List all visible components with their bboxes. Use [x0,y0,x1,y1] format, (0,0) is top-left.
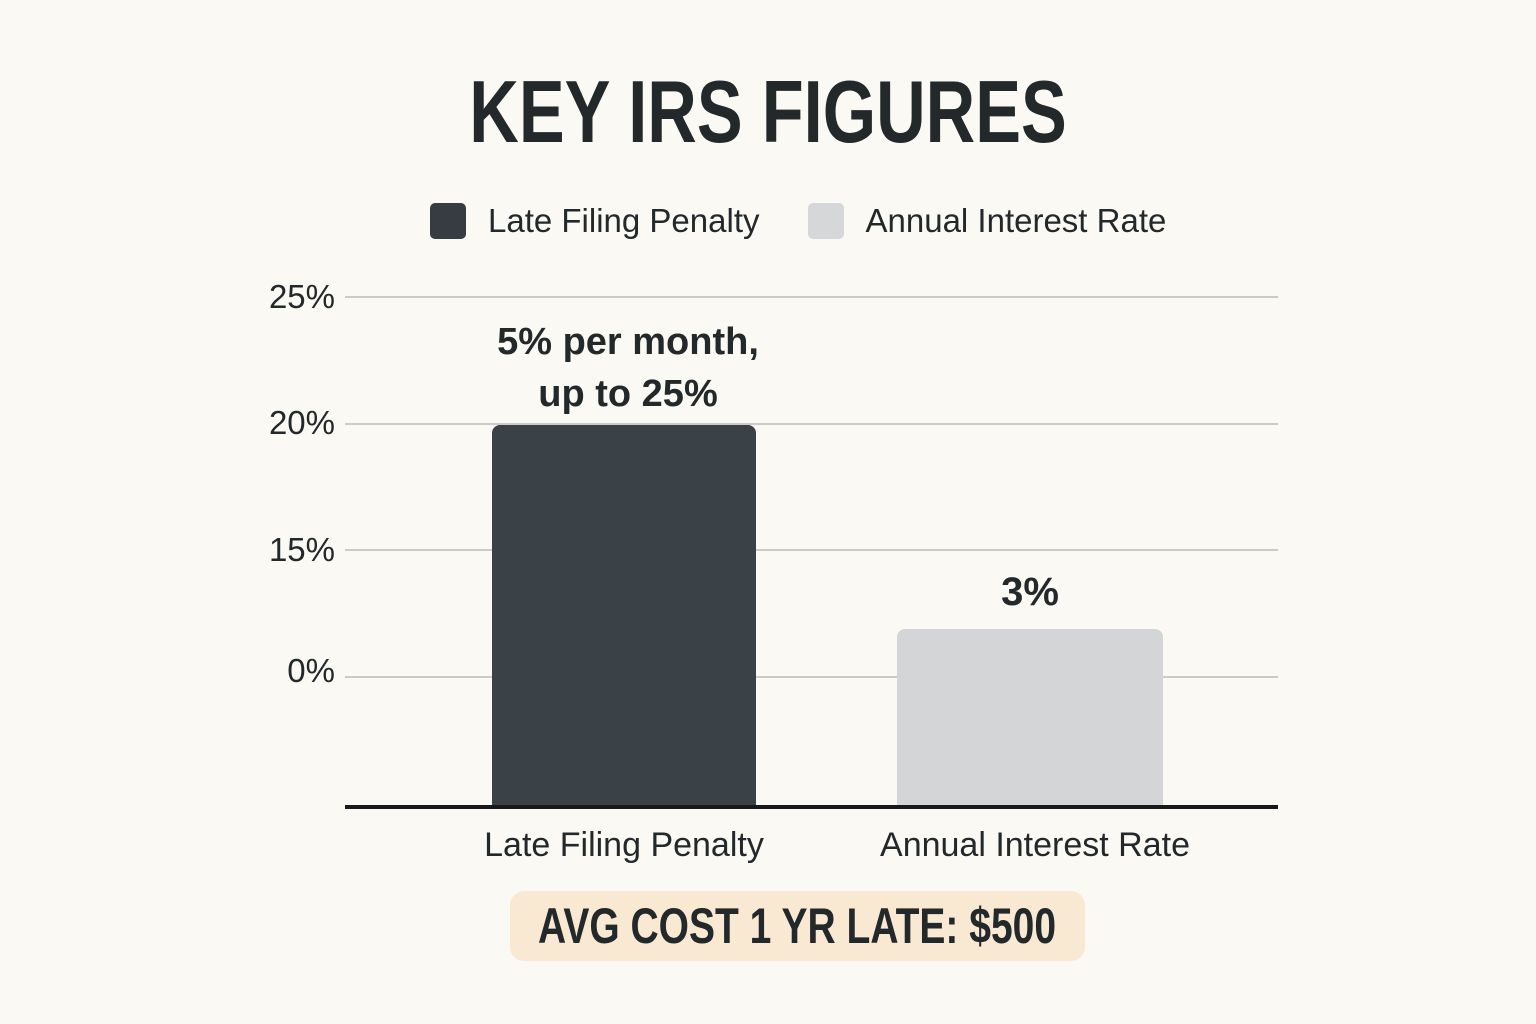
footer-badge: AVG COST 1 YR LATE: $500 [510,891,1085,961]
legend-item-annual-interest-rate: Annual Interest Rate [807,202,1167,240]
gridline-20 [345,423,1278,425]
bar-annual-interest-rate [897,629,1163,805]
gridline-25 [345,296,1278,298]
gridline-0 [345,676,1278,678]
legend: Late Filing Penalty Annual Interest Rate [430,200,1166,242]
annotation-line: 5% per month, [497,321,759,363]
legend-item-late-filing-penalty: Late Filing Penalty [430,202,760,240]
chart-title-text: KEY IRS FIGURES [469,62,1067,161]
legend-label: Late Filing Penalty [488,202,760,239]
y-tick-label: 20% [268,404,335,442]
y-tick-label: 15% [268,531,335,569]
gridline-15 [345,549,1278,551]
y-tick-label: 25% [268,278,335,316]
legend-swatch-light-icon [807,203,844,239]
x-axis-label-late-filing-penalty: Late Filing Penalty [484,826,764,864]
x-axis-baseline [345,805,1278,809]
footer-badge-text: AVG COST 1 YR LATE: $500 [538,898,1057,954]
annotation-line: up to 25% [538,373,718,415]
y-tick-label: 0% [287,652,335,690]
legend-label: Annual Interest Rate [865,202,1167,239]
chart-title: KEY IRS FIGURES [0,62,1536,188]
x-axis-label-annual-interest-rate: Annual Interest Rate [880,826,1190,864]
bar-annotation-late-filing-penalty: 5% per month, up to 25% [428,316,828,420]
legend-swatch-dark-icon [430,203,466,239]
bar-annotation-annual-interest-rate: 3% [1001,570,1059,614]
bar-late-filing-penalty [492,425,756,805]
